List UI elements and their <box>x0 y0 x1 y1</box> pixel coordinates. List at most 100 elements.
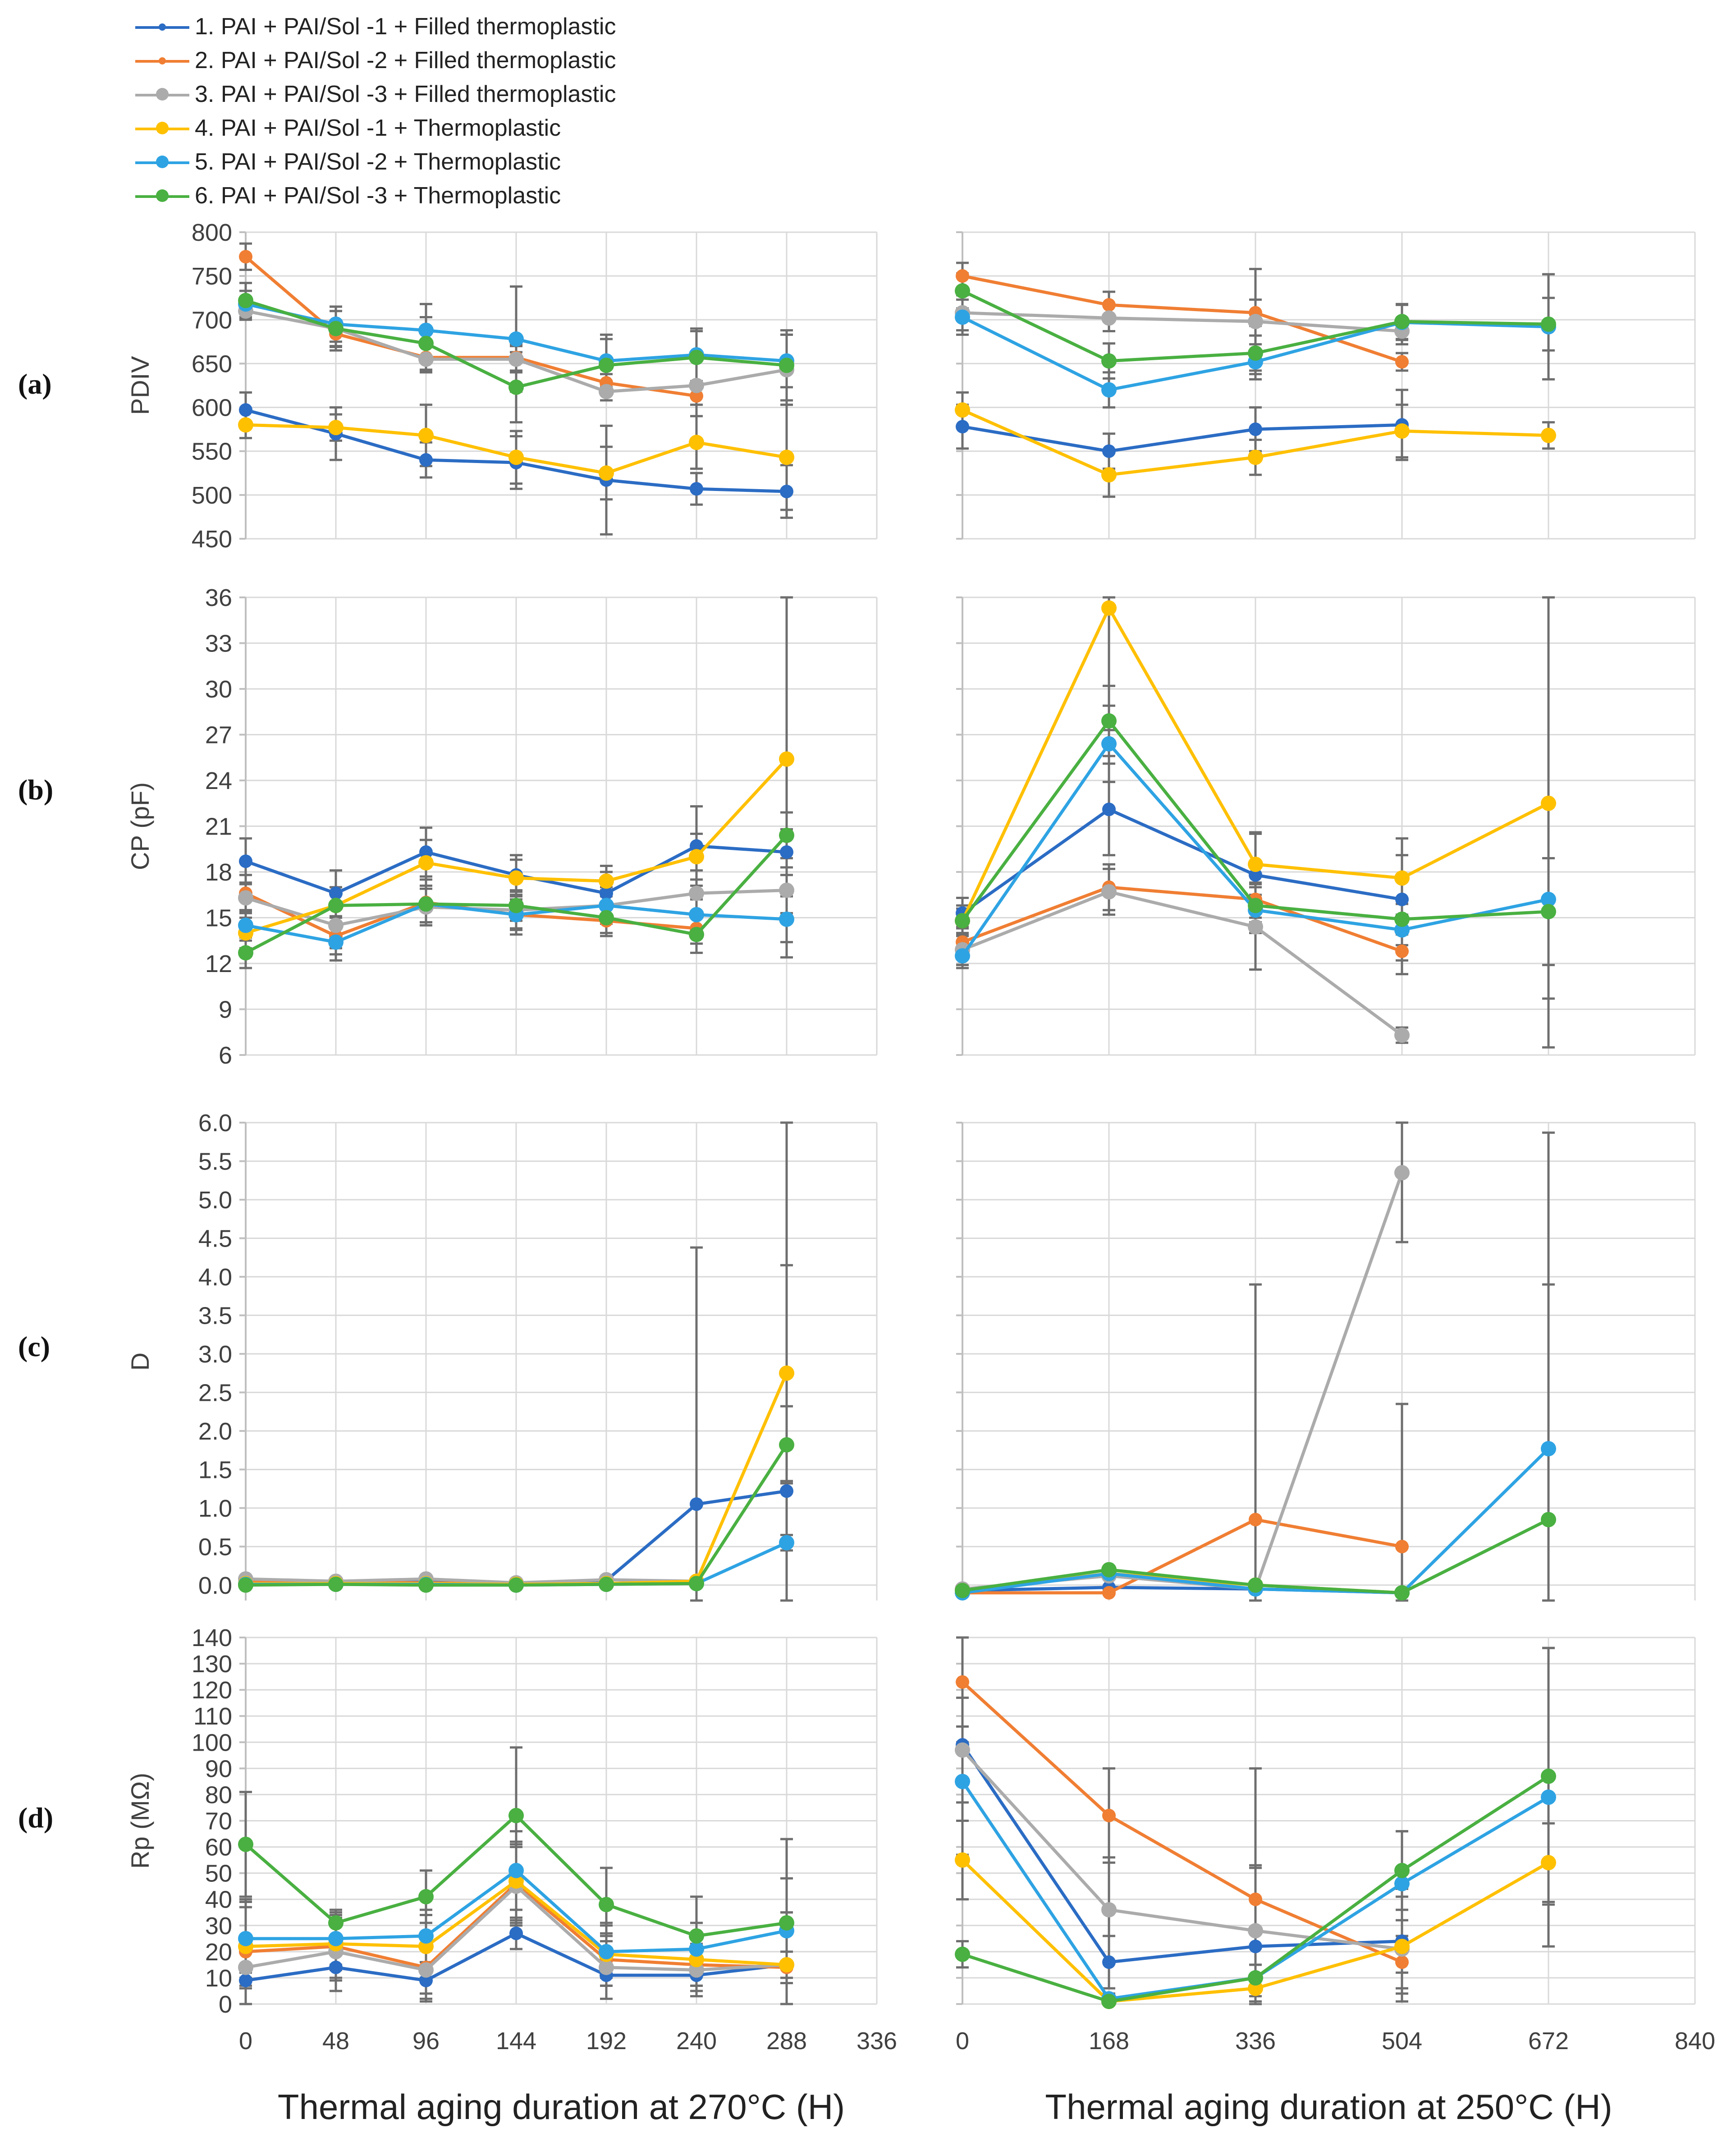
ytick-label-c-5: 2.5 <box>198 1379 232 1406</box>
data-point-b-right-s4-p2 <box>1248 857 1263 872</box>
ytick-label-d-8: 80 <box>205 1781 232 1808</box>
data-point-a-left-s6-p1 <box>328 321 344 336</box>
data-point-b-left-s3-p5 <box>689 885 704 901</box>
data-point-d-right-s5-p3 <box>1394 1876 1410 1891</box>
data-point-d-left-s6-p0 <box>238 1836 253 1852</box>
legend-label-1: 1. PAI + PAI/Sol -1 + Filled thermoplast… <box>195 14 616 40</box>
data-point-d-left-s4-p6 <box>779 1957 794 1972</box>
data-point-b-left-s1-p5 <box>690 839 703 853</box>
xtick-label-right-0: 0 <box>956 2027 969 2055</box>
panel-label-a: (a) <box>18 368 52 400</box>
ytick-label-b-10: 36 <box>205 584 232 611</box>
data-point-a-left-s2-p0 <box>239 250 252 264</box>
legend-label-4: 4. PAI + PAI/Sol -1 + Thermoplastic <box>195 115 561 141</box>
data-point-a-left-s1-p5 <box>690 482 703 496</box>
data-point-d-right-s2-p2 <box>1249 1892 1262 1906</box>
data-point-b-left-s1-p6 <box>780 845 793 859</box>
data-point-d-left-s5-p4 <box>599 1944 614 1959</box>
series-line-b-right-s3 <box>962 890 1403 1037</box>
data-point-b-left-s3-p1 <box>328 917 344 933</box>
data-point-d-right-s4-p3 <box>1394 1939 1410 1954</box>
ytick-label-d-14: 140 <box>192 1624 232 1651</box>
data-point-c-left-s6-p5 <box>689 1576 704 1592</box>
xtick-label-left-2: 96 <box>412 2027 440 2055</box>
data-point-c-left-s1-p6 <box>780 1484 793 1498</box>
data-point-a-left-s6-p4 <box>599 358 614 373</box>
data-point-d-left-s1-p2 <box>419 1973 433 1987</box>
xtick-label-left-6: 288 <box>766 2027 807 2055</box>
data-point-b-left-s5-p4 <box>599 898 614 913</box>
ytick-label-d-12: 120 <box>192 1677 232 1704</box>
data-point-d-right-s2-p0 <box>956 1675 969 1689</box>
data-point-d-right-s1-p1 <box>1102 1955 1116 1969</box>
data-point-d-right-s6-p4 <box>1541 1768 1556 1784</box>
data-point-a-left-s1-p0 <box>239 403 252 417</box>
ytick-label-b-3: 15 <box>205 905 232 932</box>
data-point-c-left-s6-p0 <box>238 1577 253 1593</box>
ytick-label-c-9: 4.5 <box>198 1225 232 1252</box>
data-point-b-left-s1-p0 <box>239 854 252 868</box>
data-point-d-left-s6-p1 <box>328 1915 344 1931</box>
series-line-d-right-s1 <box>961 1744 1402 1964</box>
data-point-d-left-s5-p2 <box>418 1928 434 1944</box>
data-point-a-left-s3-p3 <box>508 351 524 367</box>
data-point-a-right-s2-p1 <box>1102 298 1116 312</box>
data-point-d-left-s4-p3 <box>508 1873 524 1889</box>
data-point-c-right-s6-p3 <box>1394 1585 1410 1601</box>
legend-swatch-5 <box>135 156 189 168</box>
xtick-label-right-3: 504 <box>1382 2027 1422 2055</box>
xtick-label-right-5: 840 <box>1675 2027 1715 2055</box>
xtick-label-left-1: 48 <box>322 2027 349 2055</box>
ytick-label-a-3: 600 <box>192 394 232 422</box>
data-point-b-right-s2-p3 <box>1395 944 1409 958</box>
data-point-b-left-s6-p2 <box>418 896 434 912</box>
data-point-b-left-s6-p0 <box>238 945 253 961</box>
data-point-c-right-s6-p2 <box>1248 1577 1263 1593</box>
data-point-c-left-s4-p6 <box>779 1365 794 1381</box>
data-point-d-right-s5-p0 <box>955 1774 970 1789</box>
ytick-label-c-8: 4.0 <box>198 1264 232 1291</box>
series-line-a-right-s3 <box>962 311 1402 333</box>
data-point-d-left-s6-p4 <box>599 1897 614 1913</box>
data-point-d-left-s6-p2 <box>418 1889 434 1904</box>
data-point-a-left-s6-p6 <box>779 358 794 373</box>
data-point-a-left-s4-p5 <box>689 435 704 450</box>
data-point-a-right-s1-p2 <box>1249 422 1262 436</box>
data-point-a-right-s3-p1 <box>1101 310 1117 326</box>
data-point-b-left-s1-p2 <box>419 845 433 859</box>
grid-layer <box>245 231 1696 2005</box>
data-point-b-left-s4-p4 <box>599 873 614 889</box>
xtick-label-right-4: 672 <box>1528 2027 1569 2055</box>
data-point-d-left-s1-p3 <box>509 1926 523 1940</box>
legend-swatch-2 <box>135 57 189 64</box>
data-point-a-left-s2-p5 <box>690 389 703 403</box>
data-point-c-right-s5-p4 <box>1541 1441 1556 1457</box>
data-point-d-right-s6-p1 <box>1101 1994 1117 2009</box>
data-point-d-right-s6-p2 <box>1248 1970 1263 1986</box>
data-point-a-right-s6-p0 <box>955 283 970 299</box>
series-line-b-right-s2 <box>962 885 1403 953</box>
ytick-label-a-6: 750 <box>192 263 232 290</box>
ytick-label-d-13: 130 <box>192 1651 232 1678</box>
data-point-a-left-s6-p3 <box>508 379 524 395</box>
ytick-label-d-1: 10 <box>205 1965 232 1992</box>
data-point-a-left-s3-p2 <box>418 351 434 367</box>
ytick-label-b-0: 6 <box>219 1042 232 1069</box>
xtick-label-left-3: 144 <box>496 2027 536 2055</box>
series-line-b-left-s2 <box>245 892 697 938</box>
data-point-a-right-s6-p2 <box>1248 345 1263 361</box>
data-point-a-right-s4-p0 <box>955 402 970 418</box>
data-point-c-left-s6-p3 <box>508 1577 524 1593</box>
ytick-label-c-12: 6.0 <box>198 1110 232 1137</box>
data-point-c-right-s2-p3 <box>1395 1540 1409 1554</box>
ytick-label-d-6: 60 <box>205 1834 232 1861</box>
data-point-c-right-s6-p4 <box>1541 1512 1556 1527</box>
data-point-a-left-s4-p1 <box>328 420 344 436</box>
ytick-label-b-2: 12 <box>205 950 232 977</box>
data-point-b-right-s5-p3 <box>1394 922 1410 938</box>
data-point-c-right-s2-p1 <box>1102 1586 1116 1600</box>
data-point-d-right-s3-p0 <box>955 1742 970 1758</box>
ytick-label-c-3: 1.5 <box>198 1456 232 1483</box>
ytick-label-c-6: 3.0 <box>198 1341 232 1368</box>
data-point-a-left-s5-p2 <box>418 322 434 338</box>
